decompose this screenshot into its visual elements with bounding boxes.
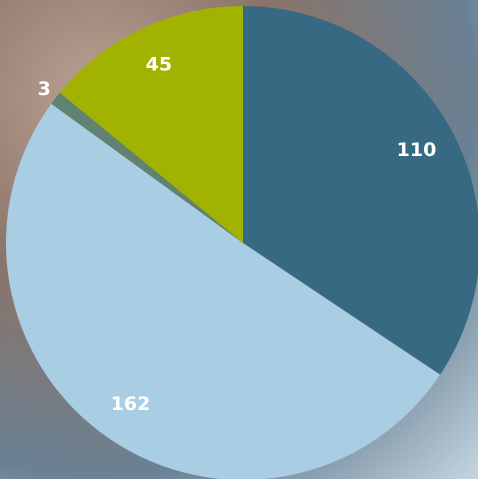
chart: 110 162 3 45 (0, 0, 478, 479)
data-label: 110 (397, 139, 437, 161)
screen: 110 162 3 45 (0, 0, 478, 479)
data-label: 162 (111, 393, 151, 415)
data-label: 3 (38, 78, 51, 100)
data-label: 45 (146, 54, 172, 76)
